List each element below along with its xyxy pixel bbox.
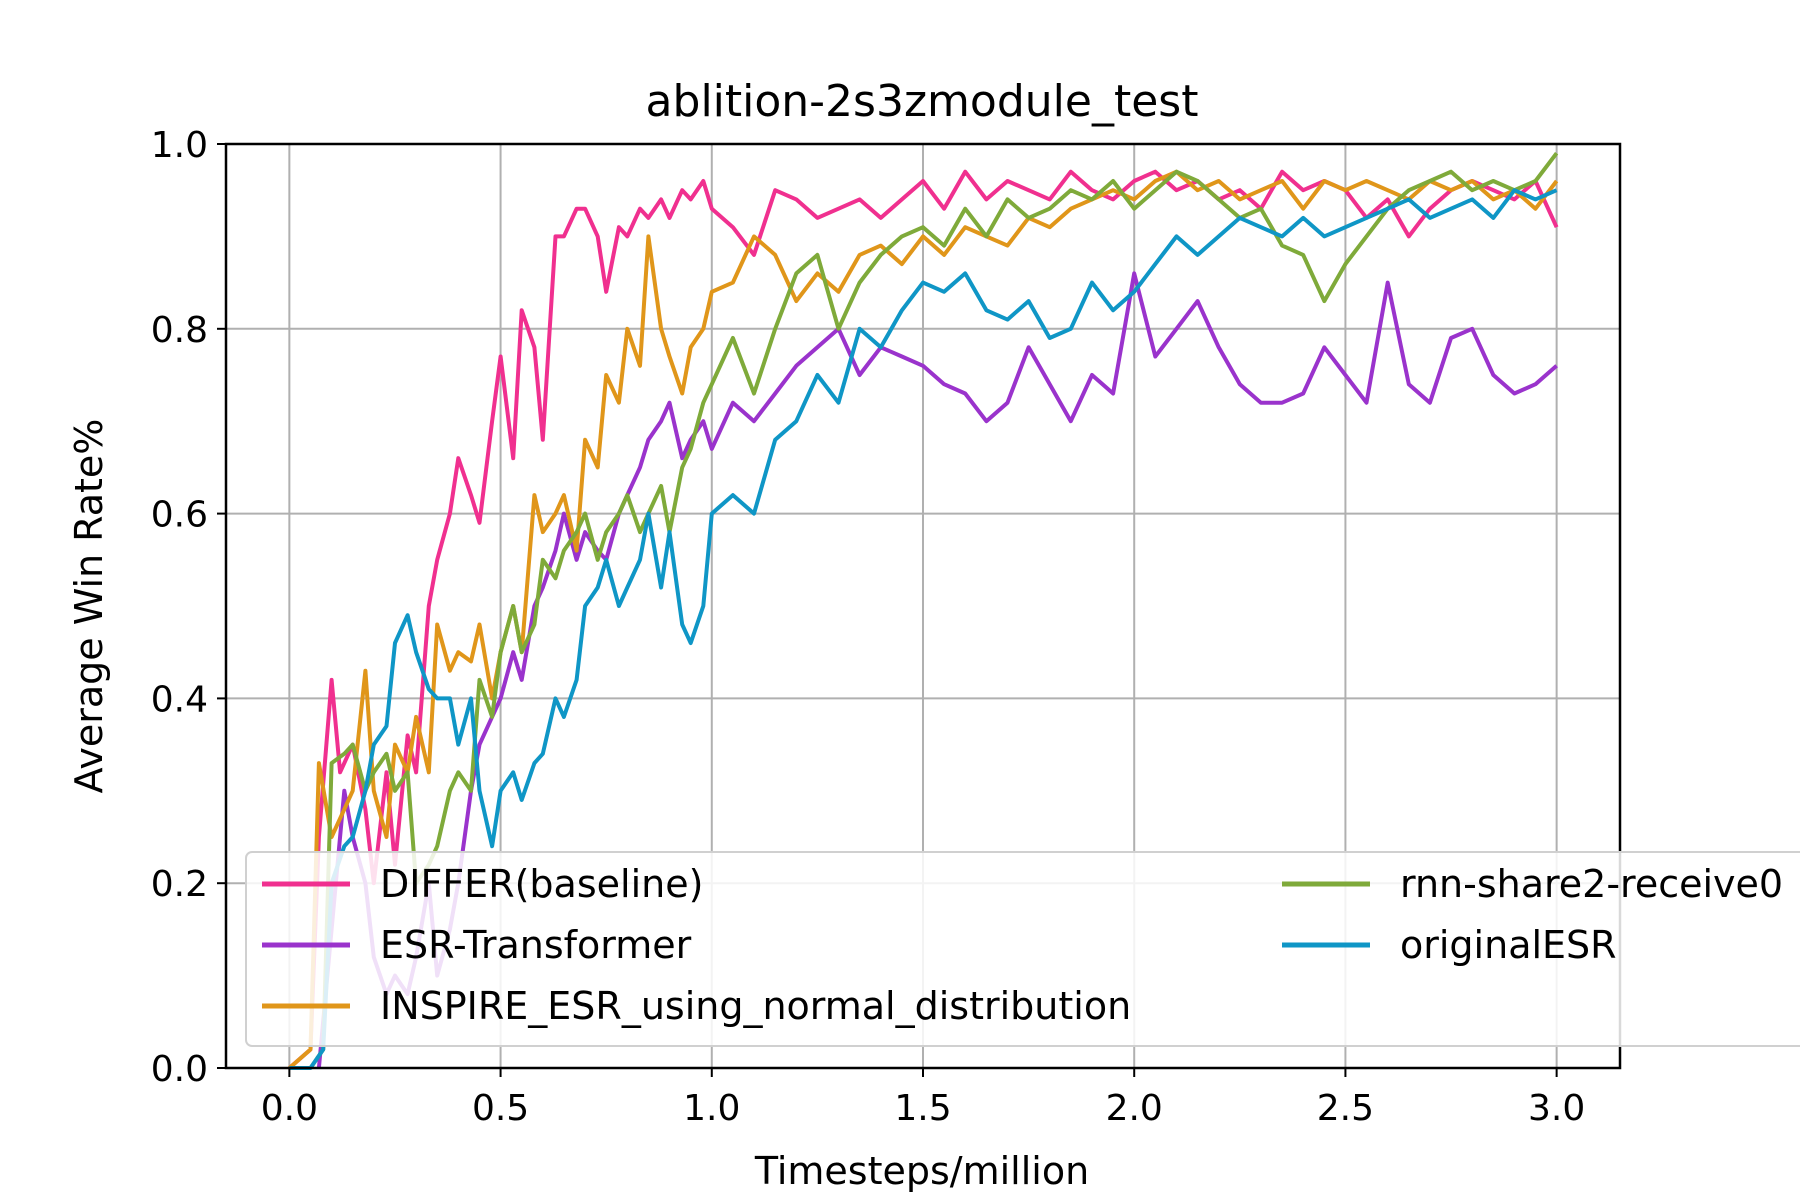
series-line-2 (288, 169, 1559, 1070)
x-tick-label: 1.5 (894, 1088, 951, 1129)
legend-label-4: originalESR (1400, 923, 1617, 967)
series-layer (288, 151, 1559, 1070)
series-line-4 (289, 188, 1558, 1070)
series-line-3 (289, 151, 1559, 1070)
x-tick-label: 1.0 (683, 1088, 740, 1129)
x-tick-label: 0.0 (261, 1088, 318, 1129)
y-tick-label: 1.0 (151, 125, 208, 166)
y-tick-label: 0.2 (151, 864, 208, 905)
legend-label-2: INSPIRE_ESR_using_normal_distribution (380, 984, 1131, 1028)
legend-label-1: ESR-Transformer (380, 923, 692, 967)
legend-label-3: rnn-share2-receive0 (1400, 862, 1783, 906)
legend: DIFFER(baseline) ESR-Transformer INSPIRE_E… (245, 851, 1800, 1047)
x-tick-label: 2.0 (1106, 1088, 1163, 1129)
y-tick-label: 0.6 (151, 495, 208, 536)
y-axis-label: Average Win Rate% (67, 419, 111, 794)
chart-title: ablition-2s3zmodule_test (646, 76, 1199, 127)
legend-frame (245, 851, 1800, 1047)
y-axis-ticks: 0.0 0.2 0.4 0.6 0.8 1.0 (151, 125, 226, 1090)
y-tick-label: 0.0 (151, 1049, 208, 1090)
x-axis-label: Timesteps/million (754, 1149, 1089, 1193)
series-line-0 (288, 169, 1559, 1070)
x-tick-label: 3.0 (1528, 1088, 1585, 1129)
x-axis-ticks: 0.0 0.5 1.0 1.5 2.0 2.5 3.0 (261, 1068, 1585, 1129)
x-tick-label: 2.5 (1317, 1088, 1374, 1129)
y-tick-label: 0.4 (151, 679, 208, 720)
x-tick-label: 0.5 (472, 1088, 529, 1129)
y-tick-label: 0.8 (151, 310, 208, 351)
legend-label-0: DIFFER(baseline) (380, 862, 703, 906)
